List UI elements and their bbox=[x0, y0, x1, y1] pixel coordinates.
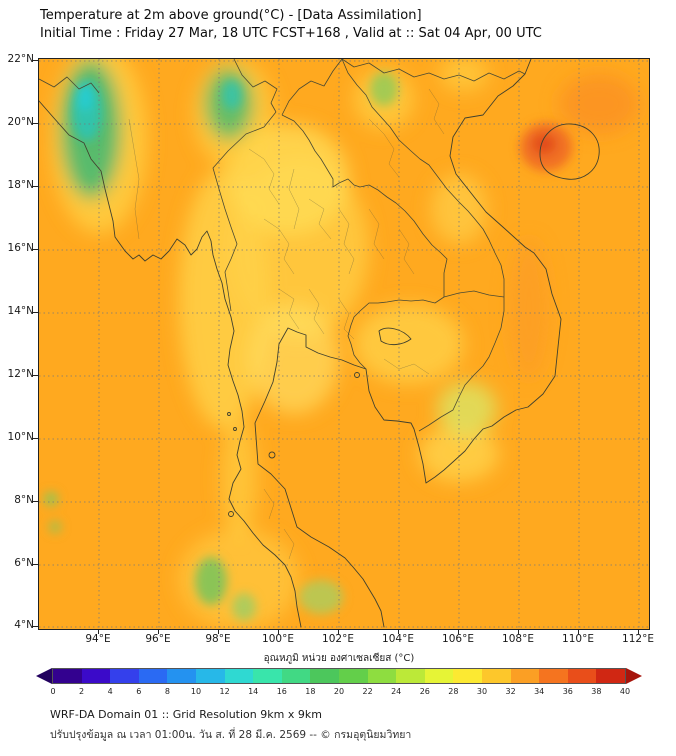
colorbar-segment bbox=[310, 669, 339, 683]
province-borders bbox=[128, 88, 445, 560]
colorbar-tick-label: 22 bbox=[362, 687, 373, 696]
colorbar-tick-label: 2 bbox=[79, 687, 85, 696]
colorbar-right-arrow bbox=[626, 668, 642, 684]
map-plot bbox=[38, 58, 650, 630]
colorbar-segment bbox=[510, 669, 540, 683]
y-tick-mark bbox=[32, 564, 38, 565]
colorbar-tick-label: 36 bbox=[562, 687, 573, 696]
colorbar-segment bbox=[424, 669, 454, 683]
x-tick-label: 102°E bbox=[322, 633, 354, 645]
colorbar-tick-label: 10 bbox=[190, 687, 202, 696]
colorbar-tick-label: 30 bbox=[476, 687, 488, 696]
coastline bbox=[39, 59, 600, 628]
colorbar-tick-label: 14 bbox=[248, 687, 259, 696]
x-tick-label: 104°E bbox=[382, 633, 414, 645]
colorbar-tick-label: 18 bbox=[305, 687, 316, 696]
x-tick-mark bbox=[398, 629, 399, 634]
x-tick-label: 94°E bbox=[85, 633, 111, 645]
country-borders bbox=[39, 59, 526, 432]
y-tick-label: 16°N bbox=[7, 242, 34, 254]
colorbar-segment bbox=[338, 669, 368, 683]
y-tick-mark bbox=[32, 186, 38, 187]
y-tick-mark bbox=[32, 501, 38, 502]
footer-domain-info: WRF-DA Domain 01 :: Grid Resolution 9km … bbox=[50, 708, 322, 721]
y-tick-label: 6°N bbox=[14, 557, 34, 569]
colorbar-segment bbox=[138, 669, 168, 683]
colorbar-tick-label: 6 bbox=[136, 687, 142, 696]
x-tick-label: 100°E bbox=[262, 633, 294, 645]
y-tick-label: 8°N bbox=[14, 494, 34, 506]
y-tick-label: 10°N bbox=[7, 431, 34, 443]
colorbar-segment bbox=[110, 669, 139, 683]
x-tick-mark bbox=[158, 629, 159, 634]
y-tick-label: 18°N bbox=[7, 179, 34, 191]
colorbar-segment bbox=[281, 669, 311, 683]
colorbar-tick-label: 0 bbox=[50, 687, 56, 696]
x-tick-label: 106°E bbox=[442, 633, 474, 645]
temperature-blob-details bbox=[44, 72, 572, 621]
colorbar-tick-label: 24 bbox=[391, 687, 402, 696]
colorbar-tick-label: 32 bbox=[505, 687, 516, 696]
x-tick-mark bbox=[278, 629, 279, 634]
x-tick-mark bbox=[218, 629, 219, 634]
colorbar-tick-label: 38 bbox=[591, 687, 602, 696]
y-tick-mark bbox=[32, 375, 38, 376]
colorbar-segment bbox=[224, 669, 254, 683]
y-tick-label: 4°N bbox=[14, 619, 34, 631]
colorbar-segments bbox=[52, 668, 626, 684]
colorbar-tick-label: 8 bbox=[164, 687, 170, 696]
x-tick-mark bbox=[98, 629, 99, 634]
y-tick-label: 14°N bbox=[7, 305, 34, 317]
colorbar-segment bbox=[81, 669, 111, 683]
colorbar-tick-label: 4 bbox=[107, 687, 113, 696]
x-tick-mark bbox=[578, 629, 579, 634]
colorbar-tick-label: 16 bbox=[276, 687, 287, 696]
temperature-blobs bbox=[51, 59, 639, 629]
y-tick-label: 22°N bbox=[7, 53, 34, 65]
x-tick-mark bbox=[518, 629, 519, 634]
colorbar-tick-label: 40 bbox=[619, 687, 631, 696]
map-title: Temperature at 2m above ground(°C) - [Da… bbox=[40, 8, 422, 23]
y-tick-mark bbox=[32, 312, 38, 313]
colorbar-tick-label: 20 bbox=[333, 687, 345, 696]
x-tick-label: 108°E bbox=[502, 633, 534, 645]
x-tick-label: 112°E bbox=[622, 633, 654, 645]
colorbar-left-arrow bbox=[36, 668, 52, 684]
colorbar-label: อุณหภูมิ หน่วย องศาเซลเซียส (°C) bbox=[263, 653, 415, 664]
y-tick-mark bbox=[32, 123, 38, 124]
temperature-field-svg bbox=[39, 59, 649, 629]
colorbar bbox=[36, 668, 642, 684]
footer-update-info: ปรับปรุงข้อมูล ณ เวลา 01:00น. วัน ส. ที่… bbox=[50, 729, 412, 741]
map-subtitle: Initial Time : Friday 27 Mar, 18 UTC FCS… bbox=[40, 26, 542, 41]
colorbar-segment bbox=[53, 669, 82, 683]
colorbar-segment bbox=[453, 669, 482, 683]
colorbar-segment bbox=[539, 669, 568, 683]
colorbar-segment bbox=[596, 669, 625, 683]
y-tick-mark bbox=[32, 626, 38, 627]
x-tick-mark bbox=[458, 629, 459, 634]
colorbar-tick-label: 12 bbox=[219, 687, 230, 696]
y-tick-label: 20°N bbox=[7, 116, 34, 128]
colorbar-segment bbox=[167, 669, 196, 683]
colorbar-segment bbox=[367, 669, 397, 683]
colorbar-segment bbox=[567, 669, 597, 683]
y-tick-mark bbox=[32, 60, 38, 61]
y-tick-label: 12°N bbox=[7, 368, 34, 380]
x-tick-mark bbox=[338, 629, 339, 634]
colorbar-segment bbox=[396, 669, 425, 683]
colorbar-tick-label: 34 bbox=[534, 687, 545, 696]
y-tick-mark bbox=[32, 249, 38, 250]
x-tick-label: 96°E bbox=[145, 633, 171, 645]
x-tick-label: 98°E bbox=[205, 633, 231, 645]
colorbar-segment bbox=[195, 669, 225, 683]
x-tick-mark bbox=[638, 629, 639, 634]
colorbar-segment bbox=[481, 669, 511, 683]
y-tick-mark bbox=[32, 438, 38, 439]
colorbar-tick-label: 26 bbox=[419, 687, 430, 696]
colorbar-tick-label: 28 bbox=[448, 687, 459, 696]
x-tick-label: 110°E bbox=[562, 633, 594, 645]
colorbar-segment bbox=[253, 669, 282, 683]
